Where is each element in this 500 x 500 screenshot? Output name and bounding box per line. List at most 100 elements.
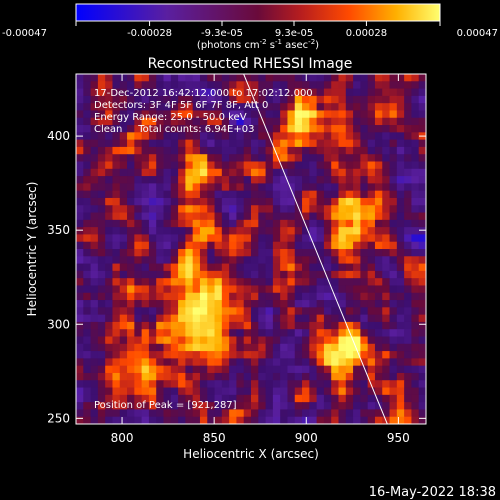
heatmap-cell [214,394,223,403]
heatmap-cell [272,95,281,104]
heatmap-cell [163,300,172,308]
heatmap-cell [323,176,332,184]
heatmap-cell [345,394,354,403]
heatmap-cell [272,110,281,119]
heatmap-cell [236,249,245,257]
heatmap-cell [229,402,237,410]
heatmap-cell [287,132,296,141]
heatmap-cell [178,219,186,228]
heatmap-cell [353,110,361,119]
heatmap-cell [396,329,405,337]
heatmap-cell [163,380,172,388]
heatmap-cell [214,95,223,104]
heatmap-cell [199,372,208,381]
heatmap-cell [323,285,332,294]
heatmap-cell [287,307,296,316]
heatmap-cell [134,241,143,250]
heatmap-cell [83,212,91,221]
heatmap-cell [382,256,390,264]
heatmap-cell [236,343,245,352]
heatmap-cell [280,205,288,213]
heatmap-cell [389,190,398,199]
heatmap-cell [236,314,245,323]
heatmap-cell [127,402,135,410]
heatmap-cell [105,125,113,133]
heatmap-cell [170,168,179,177]
heatmap-cell [192,125,201,133]
heatmap-cell [163,168,172,177]
heatmap-cell [243,263,252,272]
heatmap-cell [163,176,172,184]
y-tick-label: 250 [47,411,70,425]
heatmap-cell [229,270,237,279]
heatmap-cell [396,190,405,199]
heatmap-cell [134,256,143,264]
heatmap-cell [396,205,405,213]
heatmap-cell [411,256,420,264]
heatmap-cell [178,190,186,199]
heatmap-cell [170,365,179,374]
heatmap-cell [214,139,223,148]
heatmap-cell [134,110,143,119]
heatmap-cell [148,146,157,155]
heatmap-cell [97,219,106,228]
heatmap-cell [90,183,99,192]
heatmap-cell [178,300,186,308]
heatmap-cell [338,372,347,381]
heatmap-cell [170,205,179,213]
heatmap-cell [345,110,354,119]
heatmap-cell [156,307,164,316]
heatmap-cell [374,183,383,192]
heatmap-cell [141,394,150,403]
heatmap-cell [418,81,426,89]
heatmap-cell [170,278,179,286]
heatmap-cell [360,241,369,250]
heatmap-cell [287,168,296,177]
heatmap-cell [207,161,215,170]
heatmap-cell [258,365,266,374]
heatmap-cell [272,409,281,418]
heatmap-cell [294,402,303,410]
heatmap-cell [396,168,405,177]
heatmap-cell [287,154,296,162]
heatmap-cell [163,321,172,330]
heatmap-cell [207,212,215,221]
heatmap-cell [374,110,383,119]
heatmap-cell [192,168,201,177]
heatmap-cell [396,351,405,359]
heatmap-cell [338,256,347,264]
heatmap-cell [214,132,223,141]
heatmap-cell [251,358,259,367]
heatmap-cell [360,132,369,141]
heatmap-cell [141,219,150,228]
heatmap-cell [119,146,128,155]
heatmap-cell [251,168,259,177]
heatmap-cell [156,285,164,294]
heatmap-cell [294,212,303,221]
heatmap-cell [134,372,143,381]
heatmap-cell [134,146,143,155]
heatmap-cell [192,285,201,294]
heatmap-cell [156,351,164,359]
heatmap-cell [367,81,376,89]
heatmap-cell [214,358,223,367]
heatmap-cell [418,146,426,155]
heatmap-cell [374,307,383,316]
heatmap-cell [287,372,296,381]
heatmap-cell [316,88,325,97]
heatmap-cell [221,219,230,228]
heatmap-cell [112,300,121,308]
heatmap-cell [178,343,186,352]
heatmap-cell [221,95,230,104]
heatmap-cell [389,278,398,286]
annotation-energy: Energy Range: 25.0 - 50.0 keV [94,112,247,123]
heatmap-cell [127,300,135,308]
heatmap-cell [389,409,398,418]
heatmap-cell [207,329,215,337]
heatmap-cell [163,183,172,192]
heatmap-cell [374,176,383,184]
heatmap-cell [214,351,223,359]
heatmap-cell [396,197,405,206]
heatmap-cell [148,168,157,177]
